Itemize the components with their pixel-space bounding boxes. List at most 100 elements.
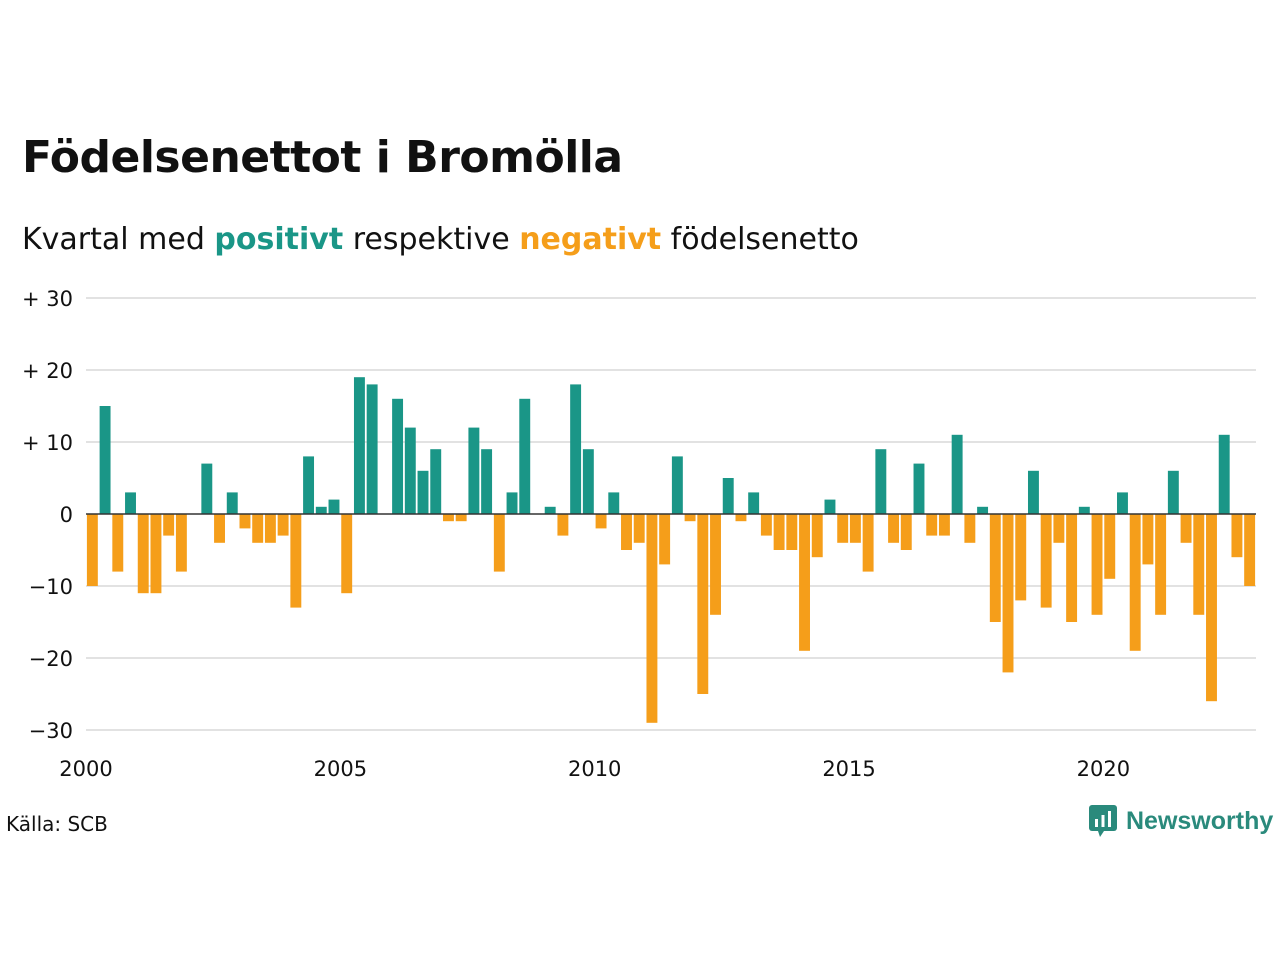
bar-negative [112, 514, 124, 572]
bar-positive [506, 492, 518, 514]
bar-positive [977, 506, 989, 514]
bar-positive [430, 449, 442, 514]
chart-subtitle: Kvartal med positivt respektive negativt… [22, 222, 859, 257]
bar-positive [1078, 506, 1090, 514]
y-tick-label: −20 [29, 647, 73, 671]
bar-negative [888, 514, 900, 543]
bar-positive [519, 398, 531, 514]
bar-positive [328, 499, 340, 514]
bar-negative [252, 514, 264, 543]
bar-positive [201, 463, 213, 514]
brand-name: Newsworthy [1126, 806, 1274, 835]
bar-negative [239, 514, 251, 529]
bar-positive [366, 384, 378, 514]
bar-negative [1180, 514, 1192, 543]
bar-negative [214, 514, 225, 543]
bar-positive [303, 456, 315, 514]
bar-negative [1091, 514, 1103, 615]
bar-positive [1218, 434, 1230, 514]
x-tick-label: 2005 [314, 757, 367, 781]
bar-positive [608, 492, 620, 514]
y-tick-label: + 30 [22, 287, 73, 311]
bar-negative [1155, 514, 1167, 615]
y-tick-label: + 10 [22, 431, 73, 455]
bar-positive [722, 478, 734, 514]
bar-positive [748, 492, 760, 514]
y-axis-labels: + 30 + 20 + 10 0 −10 −20 −30 [22, 287, 73, 743]
bar-negative [1066, 514, 1078, 622]
x-tick-label: 2000 [59, 757, 112, 781]
bar-negative [1193, 514, 1205, 615]
bar-positive [1167, 470, 1179, 514]
bar-positive [875, 449, 887, 514]
bar-negative [493, 514, 505, 572]
bar-negative [595, 514, 607, 529]
subtitle-prefix: Kvartal med [22, 222, 215, 257]
bar-negative [150, 514, 162, 594]
bar-positive [404, 427, 416, 514]
bar-negative [735, 514, 747, 522]
newsworthy-logo: Newsworthy [1088, 804, 1273, 838]
bars [86, 377, 1256, 723]
bar-negative [163, 514, 175, 536]
bar-negative [277, 514, 289, 536]
bar-positive [913, 463, 925, 514]
bar-negative [938, 514, 950, 536]
bar-positive [824, 499, 836, 514]
bar-positive [99, 406, 111, 514]
bar-negative [557, 514, 569, 536]
bar-negative [1206, 514, 1217, 702]
bar-negative [1231, 514, 1243, 558]
bar-negative [1053, 514, 1065, 543]
gridlines [86, 297, 1256, 731]
bar-positive [1027, 470, 1039, 514]
bar-negative [799, 514, 810, 651]
y-tick-label: 0 [60, 503, 73, 527]
x-axis-labels: 2000 2005 2010 2015 2020 [59, 757, 1130, 781]
bar-negative [926, 514, 938, 536]
bar-negative [862, 514, 874, 572]
bar-negative [86, 514, 98, 586]
subtitle-suffix: födelsenetto [661, 222, 859, 257]
bar-negative [137, 514, 149, 594]
bar-negative [455, 514, 467, 522]
bar-negative [1015, 514, 1027, 601]
bar-negative [341, 514, 353, 594]
bar-negative [1104, 514, 1116, 579]
bar-positive [392, 398, 404, 514]
subtitle-middle: respektive [343, 222, 520, 257]
chart-title: Födelsenettot i Bromölla [22, 132, 623, 183]
bar-negative [786, 514, 798, 550]
bar-negative [989, 514, 1001, 622]
bar-negative [290, 514, 302, 608]
bar-positive [951, 434, 963, 514]
bar-positive [125, 492, 136, 514]
bar-positive [226, 492, 238, 514]
bar-positive [315, 506, 327, 514]
bar-positive [353, 377, 365, 514]
bar-positive [468, 427, 480, 514]
bar-negative [837, 514, 849, 543]
bar-positive [544, 506, 556, 514]
bar-positive [1117, 492, 1128, 514]
y-tick-label: + 20 [22, 359, 73, 383]
subtitle-positive: positivt [214, 222, 344, 257]
bar-positive [417, 470, 429, 514]
x-tick-label: 2015 [822, 757, 875, 781]
bar-negative [697, 514, 709, 694]
bar-positive [671, 456, 683, 514]
source-note: Källa: SCB [6, 812, 108, 836]
bar-negative [710, 514, 721, 615]
bar-negative [1244, 514, 1256, 586]
bar-negative [773, 514, 785, 550]
bar-negative [264, 514, 276, 543]
bar-negative [900, 514, 912, 550]
bar-positive [582, 449, 594, 514]
bar-negative [175, 514, 187, 572]
bar-negative [1142, 514, 1154, 565]
bar-negative [684, 514, 696, 522]
bar-negative [621, 514, 632, 550]
x-tick-label: 2010 [568, 757, 621, 781]
newsworthy-logo-icon [1089, 805, 1117, 837]
bar-negative [1129, 514, 1141, 651]
